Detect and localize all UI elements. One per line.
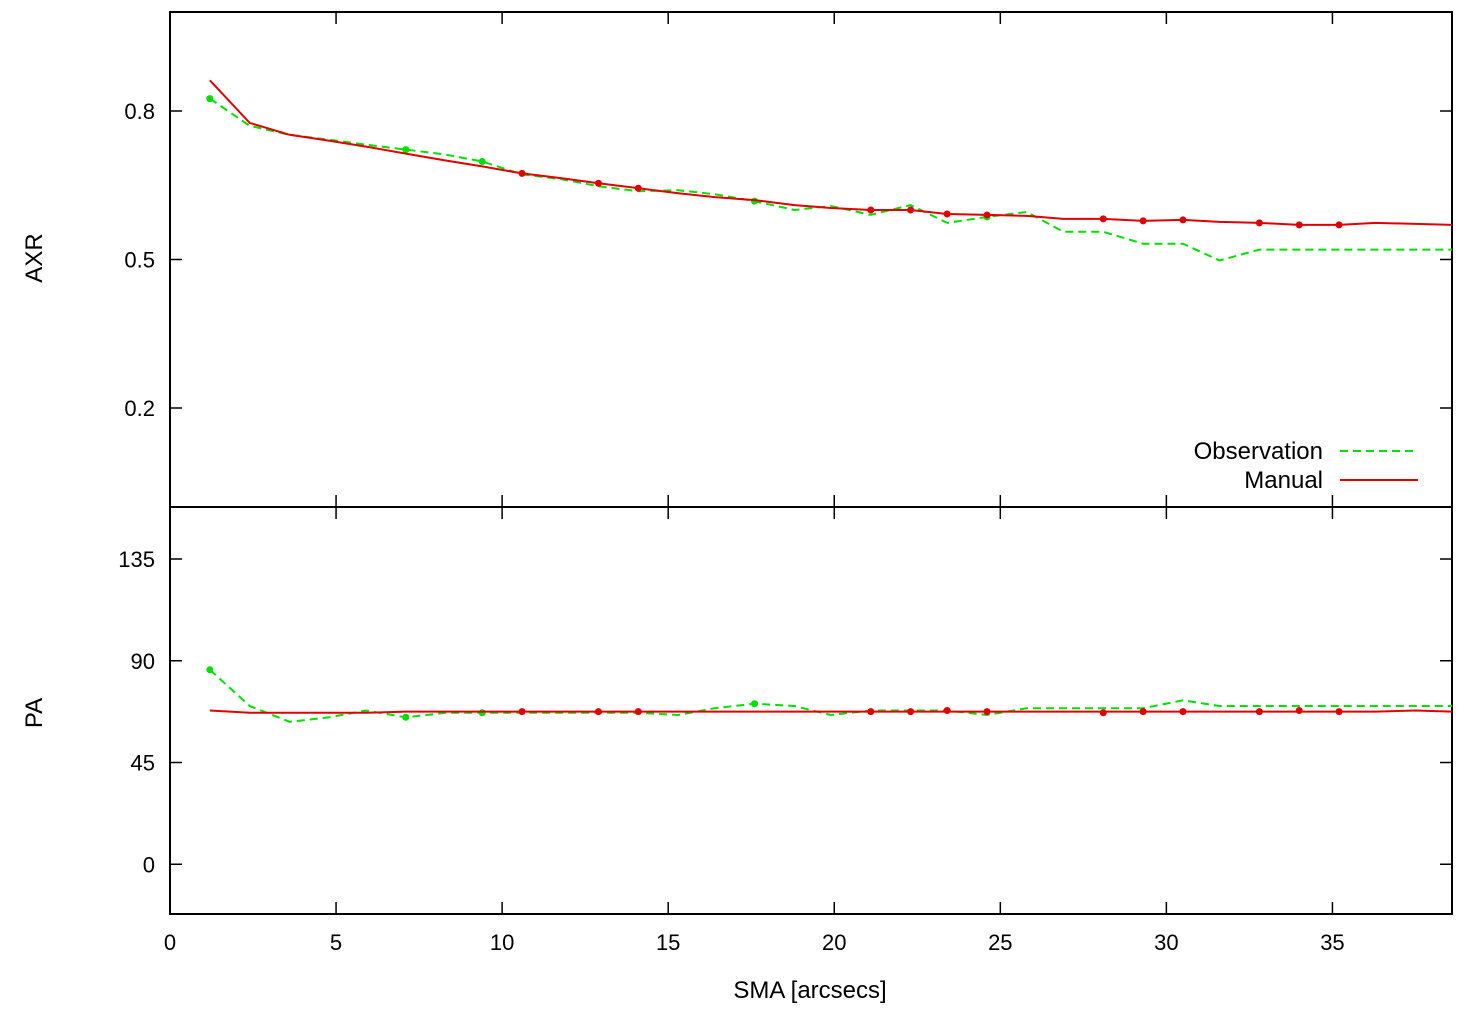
pa-series-manual-line xyxy=(209,709,1453,714)
axr-series-manual-point xyxy=(1099,215,1107,223)
axr-series-manual-point xyxy=(1179,216,1187,224)
axr-panel: 0.2 0.5 0.8 xyxy=(124,11,1453,508)
pa-series-manual-point xyxy=(594,708,602,716)
axr-series-manual-point xyxy=(943,210,951,218)
pa-series-manual-point xyxy=(634,708,642,716)
pa-series-observation-line xyxy=(209,669,1452,723)
pa-series-manual-point xyxy=(1099,709,1107,717)
pa-series-manual-point xyxy=(1179,708,1187,716)
pa-y-tick-label: 45 xyxy=(131,751,155,776)
pa-series-observation-point xyxy=(206,666,214,674)
x-tick-label: 15 xyxy=(656,930,680,955)
axr-series-observation-point xyxy=(206,95,214,103)
pa-y-tick-label: 90 xyxy=(131,649,155,674)
x-tick-label: 25 xyxy=(988,930,1012,955)
x-tick-label: 35 xyxy=(1320,930,1344,955)
axr-series-manual-point xyxy=(1255,219,1263,227)
x-tick-label: 5 xyxy=(330,930,342,955)
axr-axis-title: AXR xyxy=(21,233,48,282)
legend: Observation Manual xyxy=(1194,438,1418,494)
pa-series-observation-point xyxy=(478,709,486,717)
pa-panel: 0 45 90 135 0 5 10 15 20 25 30 35 xyxy=(118,506,1453,955)
axr-plot-frame xyxy=(169,11,1453,508)
axr-series-manual-point xyxy=(594,179,602,187)
axr-series-manual-point xyxy=(1335,221,1343,229)
axr-series-observation-point xyxy=(478,157,486,165)
axr-series-manual-point xyxy=(634,184,642,192)
axr-series-manual-line xyxy=(209,79,1453,226)
pa-y-tick-label: 135 xyxy=(118,547,155,572)
pa-series-manual-point xyxy=(907,708,915,716)
legend-label-manual: Manual xyxy=(1244,467,1323,494)
axr-series-observation-line xyxy=(209,97,1452,262)
pa-series-manual-point xyxy=(943,707,951,714)
axr-series-manual-point xyxy=(1139,217,1147,225)
x-tick-label: 20 xyxy=(822,930,846,955)
x-tick-label: 30 xyxy=(1154,930,1178,955)
pa-y-tick-label: 0 xyxy=(143,852,155,877)
axr-y-tick-label: 0.5 xyxy=(124,248,155,273)
pa-series-manual-point xyxy=(1335,708,1343,716)
axr-series-manual-point xyxy=(518,169,526,177)
pa-series-manual-point xyxy=(1139,708,1147,716)
pa-series-manual-point xyxy=(1255,708,1263,716)
axr-series-manual-point xyxy=(907,206,915,214)
x-tick-label: 0 xyxy=(164,930,176,955)
pa-series-observation-point xyxy=(402,713,410,721)
pa-series-manual-point xyxy=(1295,707,1303,714)
axr-y-tick-label: 0.2 xyxy=(124,396,155,421)
pa-plot-frame xyxy=(169,506,1453,915)
legend-label-observation: Observation xyxy=(1194,438,1323,465)
axr-series-manual-point xyxy=(867,206,875,214)
axr-y-tick-label: 0.8 xyxy=(124,99,155,124)
pa-series-manual-point xyxy=(867,708,875,716)
pa-axis-title: PA xyxy=(21,698,48,728)
axr-series-observation-point xyxy=(402,146,410,154)
x-tick-label: 10 xyxy=(490,930,514,955)
axr-series-manual-point xyxy=(1295,221,1303,229)
pa-series-manual-point xyxy=(983,708,991,716)
pa-series-observation-point xyxy=(751,700,759,708)
axr-series-manual-point xyxy=(983,211,991,219)
pa-series-manual-point xyxy=(518,708,526,716)
x-axis-title: SMA [arcsecs] xyxy=(733,977,886,1004)
